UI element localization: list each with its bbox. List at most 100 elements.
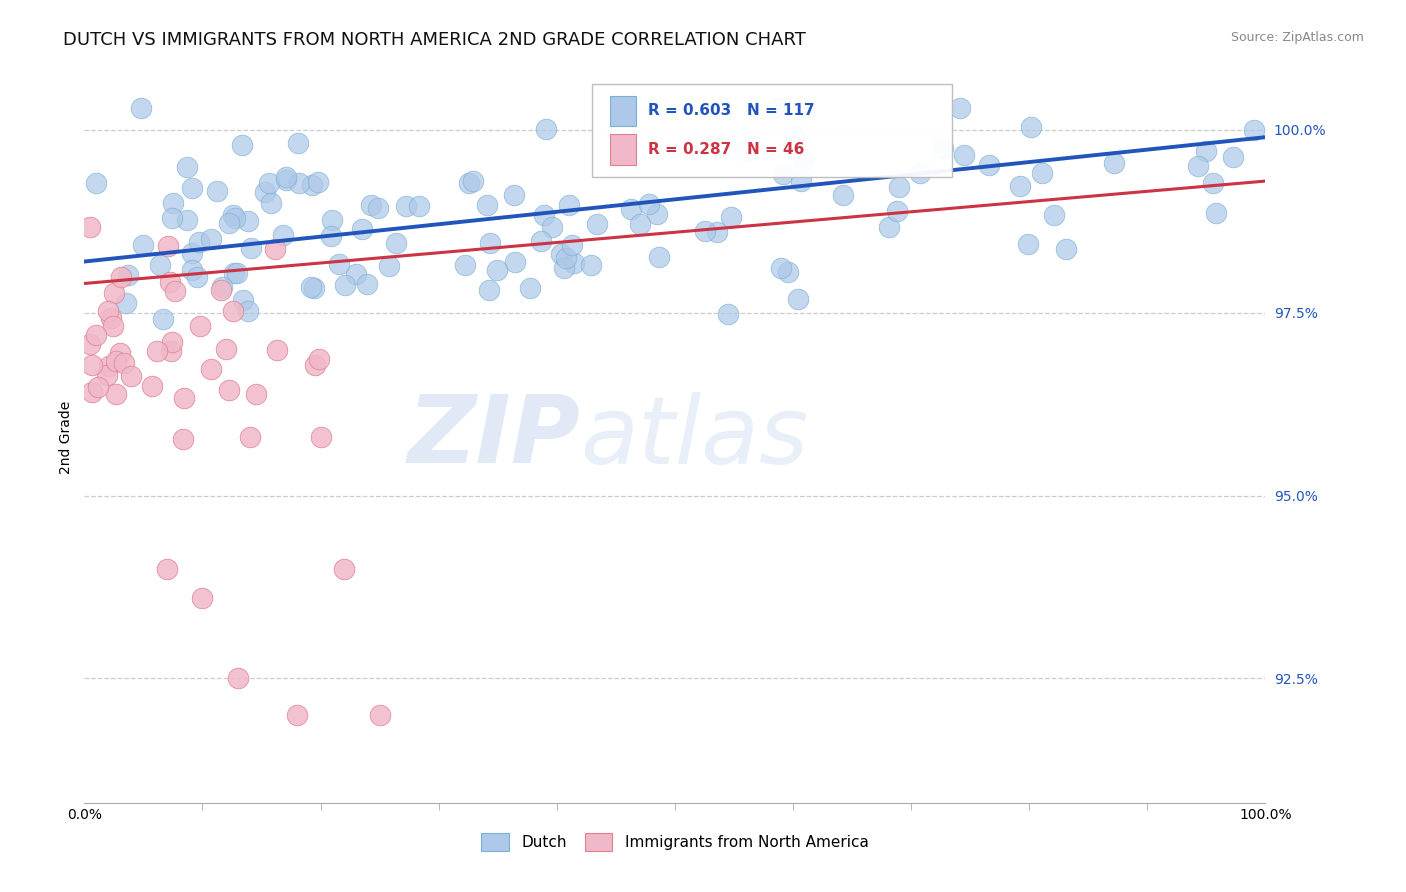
Point — [475, 198, 498, 212]
Point — [385, 235, 408, 250]
Point — [555, 251, 578, 265]
Point — [553, 260, 575, 275]
Text: DUTCH VS IMMIGRANTS FROM NORTH AMERICA 2ND GRADE CORRELATION CHART: DUTCH VS IMMIGRANTS FROM NORTH AMERICA 2… — [63, 31, 806, 49]
Text: Source: ZipAtlas.com: Source: ZipAtlas.com — [1230, 31, 1364, 45]
Text: R = 0.603   N = 117: R = 0.603 N = 117 — [648, 103, 814, 119]
Point — [768, 101, 790, 115]
Point — [1043, 208, 1066, 222]
Point — [105, 387, 128, 401]
Point — [160, 211, 183, 226]
FancyBboxPatch shape — [592, 84, 952, 178]
Point — [367, 201, 389, 215]
Point — [533, 209, 555, 223]
Point — [222, 304, 245, 318]
Text: atlas: atlas — [581, 392, 808, 483]
Point — [110, 270, 132, 285]
Point — [477, 283, 499, 297]
Point — [260, 195, 283, 210]
Point — [949, 101, 972, 115]
Point — [932, 141, 955, 155]
Point — [479, 236, 502, 251]
Point — [152, 312, 174, 326]
Point — [979, 158, 1001, 172]
Point — [908, 166, 931, 180]
Point — [97, 304, 120, 318]
Point — [550, 247, 572, 261]
Point — [271, 227, 294, 242]
Point — [257, 176, 280, 190]
Point — [176, 160, 198, 174]
Point — [886, 204, 908, 219]
Point — [408, 199, 430, 213]
Point — [159, 275, 181, 289]
Point — [307, 175, 329, 189]
Point — [253, 186, 276, 200]
Point — [172, 432, 194, 446]
Point — [790, 174, 813, 188]
Point — [117, 268, 139, 282]
Point — [211, 283, 233, 297]
Point — [97, 359, 120, 373]
Point — [1102, 155, 1125, 169]
Point — [84, 176, 107, 190]
Point — [141, 379, 163, 393]
Point — [1205, 206, 1227, 220]
Point — [562, 256, 585, 270]
Point — [321, 213, 343, 227]
Point — [103, 286, 125, 301]
Point — [239, 430, 262, 444]
Point — [328, 257, 350, 271]
Point — [454, 258, 477, 272]
Point — [186, 269, 208, 284]
Point — [222, 208, 245, 222]
Point — [304, 358, 326, 372]
Point — [162, 195, 184, 210]
Point — [645, 207, 668, 221]
Text: ZIP: ZIP — [408, 391, 581, 483]
Point — [586, 218, 609, 232]
Legend: Dutch, Immigrants from North America: Dutch, Immigrants from North America — [475, 827, 875, 857]
Point — [110, 345, 132, 359]
Point — [82, 359, 104, 373]
Point — [778, 264, 800, 278]
Point — [84, 327, 107, 342]
Point — [717, 307, 740, 321]
Point — [356, 277, 378, 291]
Point — [239, 242, 262, 256]
Point — [720, 210, 742, 224]
Point — [274, 170, 297, 185]
Point — [236, 214, 259, 228]
Point — [200, 362, 222, 376]
Point — [238, 304, 260, 318]
Point — [181, 263, 204, 277]
Point — [706, 225, 728, 239]
Point — [879, 219, 901, 234]
Point — [461, 174, 484, 188]
Point — [188, 319, 211, 334]
Text: R = 0.287   N = 46: R = 0.287 N = 46 — [648, 142, 804, 157]
Point — [96, 368, 118, 382]
Point — [503, 187, 526, 202]
Point — [648, 250, 671, 264]
Point — [160, 334, 183, 349]
Point — [225, 266, 247, 280]
Point — [772, 167, 794, 181]
Point — [226, 672, 249, 686]
Point — [287, 176, 309, 190]
Point — [786, 292, 808, 306]
Point — [368, 708, 391, 723]
Point — [486, 263, 509, 277]
Point — [299, 280, 322, 294]
Point — [530, 234, 553, 248]
Point — [285, 708, 308, 723]
Point — [100, 310, 122, 325]
Point — [952, 148, 974, 162]
Point — [335, 277, 357, 292]
Point — [1031, 166, 1053, 180]
Point — [579, 258, 602, 272]
Point — [266, 343, 288, 358]
Point — [156, 238, 179, 252]
Point — [245, 386, 267, 401]
Point — [309, 430, 332, 444]
Bar — [610, 95, 636, 127]
